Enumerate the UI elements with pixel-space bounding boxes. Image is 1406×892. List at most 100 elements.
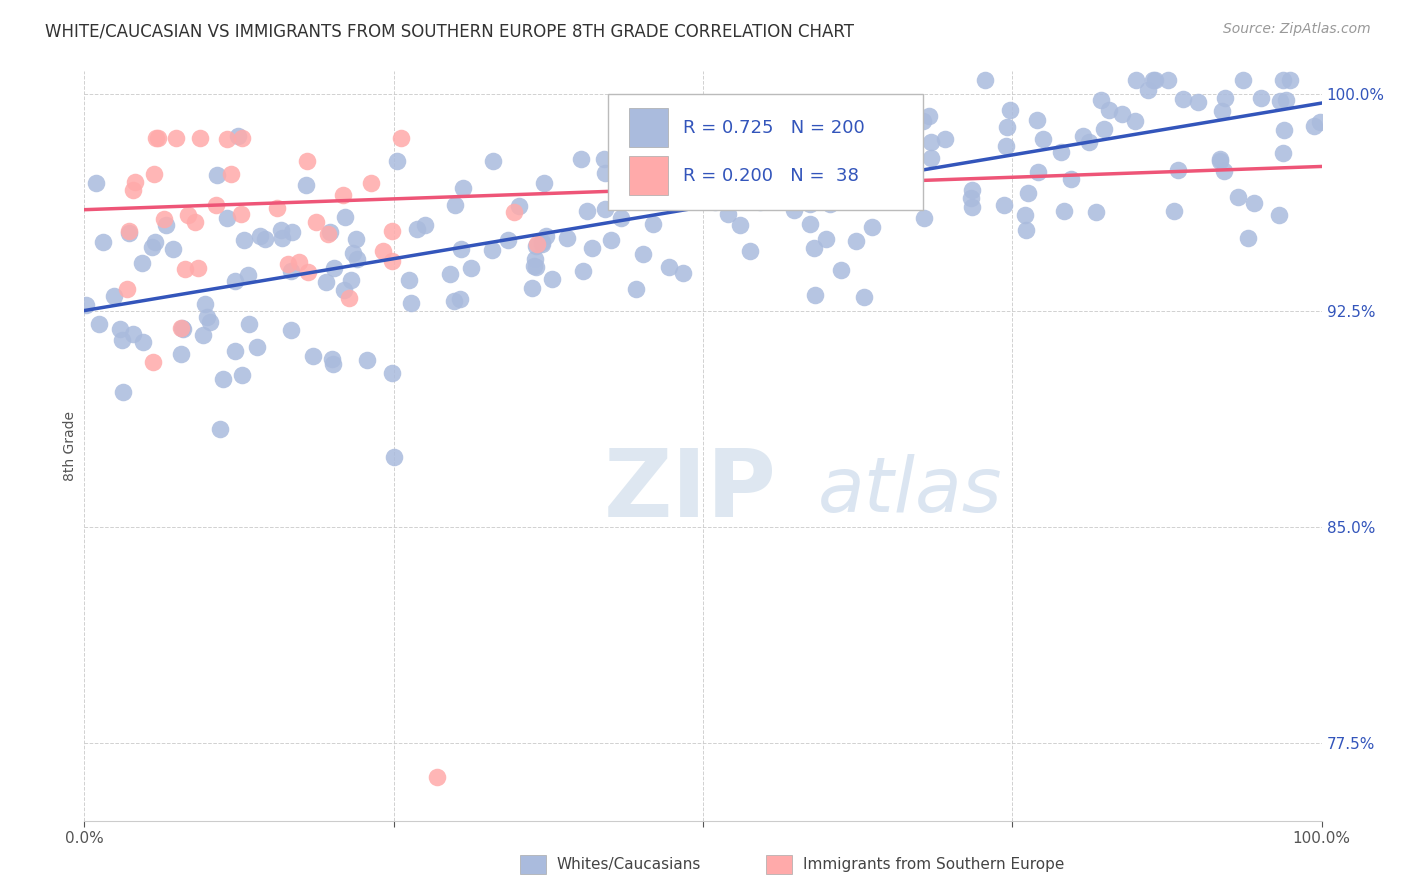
Point: [316, 227, 339, 241]
Point: [799, 196, 821, 211]
Point: [959, 191, 981, 205]
Point: [595, 202, 617, 216]
Point: [281, 225, 304, 239]
Point: [208, 421, 231, 435]
Point: [1084, 205, 1107, 219]
Point: [530, 235, 553, 249]
Point: [994, 139, 1017, 153]
Point: [1017, 186, 1039, 201]
Text: Source: ZipAtlas.com: Source: ZipAtlas.com: [1223, 22, 1371, 37]
Point: [738, 244, 761, 258]
Point: [648, 163, 671, 178]
Point: [280, 323, 302, 337]
Point: [728, 218, 751, 232]
Point: [531, 237, 554, 252]
Point: [342, 246, 364, 260]
Point: [174, 262, 197, 277]
Point: [297, 154, 319, 169]
Point: [1268, 208, 1291, 222]
Point: [934, 132, 956, 146]
Point: [960, 183, 983, 197]
Point: [238, 317, 260, 331]
Point: [557, 231, 579, 245]
Point: [143, 235, 166, 250]
Point: [89, 317, 111, 331]
FancyBboxPatch shape: [607, 94, 924, 210]
Point: [740, 155, 762, 169]
Point: [233, 234, 256, 248]
Text: atlas: atlas: [818, 454, 1002, 528]
Point: [142, 355, 165, 369]
Point: [1209, 152, 1232, 166]
Point: [650, 161, 672, 176]
Point: [229, 207, 252, 221]
Point: [1015, 222, 1038, 236]
Point: [692, 126, 714, 140]
Point: [912, 211, 935, 225]
Point: [962, 200, 984, 214]
Point: [426, 771, 449, 785]
Point: [524, 239, 547, 253]
Point: [1144, 73, 1167, 87]
Point: [814, 232, 837, 246]
Point: [389, 130, 412, 145]
Point: [845, 234, 868, 248]
Point: [1209, 154, 1232, 169]
Point: [1123, 114, 1146, 128]
Point: [820, 185, 842, 199]
Point: [572, 264, 595, 278]
Point: [170, 347, 193, 361]
Text: R = 0.200   N =  38: R = 0.200 N = 38: [683, 167, 859, 185]
Point: [534, 229, 557, 244]
Point: [224, 343, 246, 358]
Point: [844, 174, 866, 188]
Point: [1279, 73, 1302, 87]
Point: [211, 372, 233, 386]
Point: [177, 208, 200, 222]
Point: [1274, 93, 1296, 107]
Point: [188, 130, 211, 145]
Point: [526, 237, 548, 252]
Point: [170, 321, 193, 335]
Point: [897, 112, 920, 127]
Point: [658, 260, 681, 274]
Point: [385, 153, 408, 168]
Point: [319, 225, 342, 239]
Point: [172, 322, 194, 336]
Point: [581, 241, 603, 255]
Point: [1137, 83, 1160, 97]
Point: [1250, 91, 1272, 105]
Point: [111, 333, 134, 347]
Text: Whites/Caucasians: Whites/Caucasians: [557, 857, 702, 872]
Point: [533, 176, 555, 190]
Point: [332, 188, 354, 202]
Point: [1050, 145, 1073, 159]
Point: [1090, 93, 1112, 107]
Point: [148, 130, 170, 145]
Point: [450, 242, 472, 256]
Point: [1270, 94, 1292, 108]
Point: [1167, 162, 1189, 177]
Point: [460, 260, 482, 275]
Point: [593, 152, 616, 166]
Point: [413, 218, 436, 232]
Point: [641, 218, 664, 232]
Point: [1271, 73, 1294, 87]
Text: Immigrants from Southern Europe: Immigrants from Southern Europe: [803, 857, 1064, 872]
Point: [1237, 231, 1260, 245]
Point: [226, 129, 249, 144]
Point: [288, 255, 311, 269]
Point: [198, 314, 221, 328]
Point: [333, 283, 356, 297]
Point: [912, 113, 935, 128]
Point: [124, 175, 146, 189]
Point: [277, 257, 299, 271]
Point: [1053, 203, 1076, 218]
Point: [524, 252, 547, 266]
Point: [205, 168, 228, 182]
Point: [184, 215, 207, 229]
Point: [1060, 171, 1083, 186]
Point: [194, 297, 217, 311]
Point: [322, 357, 344, 371]
Point: [1163, 204, 1185, 219]
